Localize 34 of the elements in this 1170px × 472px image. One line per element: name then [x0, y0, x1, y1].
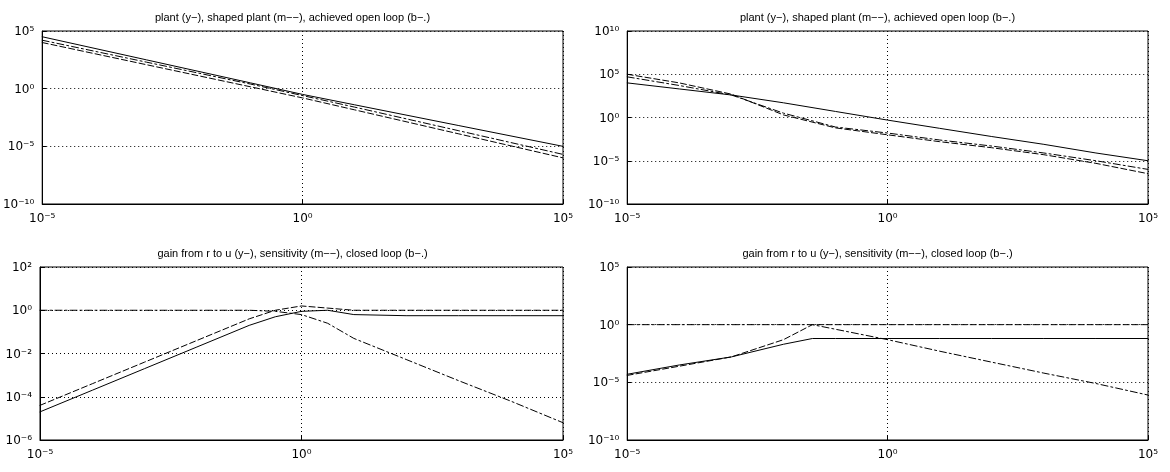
- x-tick-label: 10⁻⁵: [614, 447, 641, 461]
- x-tick-label: 10⁰: [292, 211, 313, 225]
- y-tick-label: 10⁵: [14, 24, 35, 38]
- x-tick-label: 10⁵: [1137, 447, 1159, 461]
- y-tick-label: 10⁰: [11, 303, 33, 318]
- y-tick-label: 10⁻⁵: [592, 375, 620, 390]
- y-tick-label: 10⁰: [599, 317, 620, 332]
- chart-title: plant (y−), shaped plant (m−−), achieved open loop (b−.): [739, 10, 1016, 23]
- y-tick-label: 10⁰: [599, 110, 620, 125]
- chart-title: gain from r to u (y−), sensitivity (m−−), closed loop (b−.): [157, 246, 428, 259]
- y-tick-label: 10⁻⁴: [5, 389, 33, 404]
- x-tick-label: 10⁵: [552, 447, 574, 461]
- y-tick-label: 10⁵: [599, 260, 620, 274]
- x-tick-label: 10⁻⁵: [29, 211, 56, 225]
- y-tick-label: 10⁰: [14, 81, 35, 96]
- x-tick-label: 10⁰: [877, 211, 898, 225]
- y-tick-label: 10⁻¹⁰: [587, 197, 620, 211]
- y-tick-label: 10⁻⁵: [592, 153, 620, 168]
- x-tick-label: 10⁵: [1137, 211, 1159, 225]
- x-tick-label: 10⁻⁵: [614, 211, 641, 225]
- y-tick-label: 10⁻¹⁰: [2, 197, 35, 211]
- chart-title: plant (y−), shaped plant (m−−), achieved open loop (b−.): [154, 10, 431, 23]
- x-tick-label: 10⁰: [877, 447, 898, 461]
- y-tick-label: 10⁻²: [5, 346, 33, 361]
- y-tick-label: 10⁵: [599, 67, 620, 82]
- y-tick-label: 10⁻¹⁰: [587, 433, 620, 447]
- x-tick-label: 10⁵: [552, 211, 574, 225]
- x-tick-label: 10⁻⁵: [26, 447, 54, 461]
- y-tick-label: 10⁻⁶: [5, 433, 33, 447]
- y-tick-label: 10⁻⁵: [7, 139, 35, 154]
- y-tick-label: 10²: [11, 260, 33, 274]
- chart-title: gain from r to u (y−), sensitivity (m−−), closed loop (b−.): [742, 246, 1013, 259]
- x-tick-label: 10⁰: [291, 447, 312, 461]
- y-tick-label: 10¹⁰: [594, 24, 620, 38]
